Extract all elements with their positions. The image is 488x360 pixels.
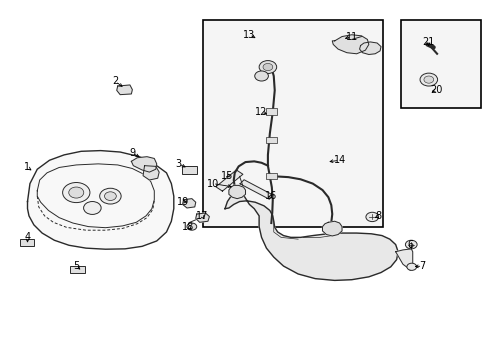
Polygon shape bbox=[143, 166, 159, 180]
Polygon shape bbox=[117, 85, 132, 95]
Polygon shape bbox=[27, 150, 173, 249]
Text: 17: 17 bbox=[196, 211, 208, 221]
Circle shape bbox=[83, 202, 101, 215]
Polygon shape bbox=[395, 249, 412, 270]
Text: 6: 6 bbox=[407, 239, 412, 249]
Polygon shape bbox=[131, 157, 157, 172]
Circle shape bbox=[423, 76, 433, 83]
Circle shape bbox=[259, 60, 276, 73]
Circle shape bbox=[365, 212, 378, 222]
Text: 20: 20 bbox=[429, 85, 442, 95]
Bar bbox=[266, 173, 277, 179]
Text: 15: 15 bbox=[221, 171, 233, 181]
Text: 7: 7 bbox=[419, 261, 425, 271]
Polygon shape bbox=[331, 35, 368, 54]
Polygon shape bbox=[228, 185, 245, 199]
Text: 16: 16 bbox=[264, 191, 277, 201]
Bar bbox=[182, 166, 196, 174]
Text: 8: 8 bbox=[375, 211, 381, 221]
Text: 21: 21 bbox=[421, 37, 434, 47]
Bar bbox=[70, 266, 84, 273]
Text: 3: 3 bbox=[175, 159, 182, 169]
Circle shape bbox=[62, 183, 90, 203]
Text: 9: 9 bbox=[129, 148, 135, 158]
Circle shape bbox=[186, 223, 196, 230]
Circle shape bbox=[405, 240, 416, 249]
Bar bbox=[20, 239, 34, 246]
Text: 4: 4 bbox=[24, 232, 31, 242]
Circle shape bbox=[254, 71, 268, 81]
Polygon shape bbox=[215, 170, 243, 191]
Text: 1: 1 bbox=[24, 162, 31, 172]
Text: 5: 5 bbox=[73, 261, 79, 271]
Circle shape bbox=[100, 188, 121, 204]
Bar bbox=[266, 108, 277, 115]
Polygon shape bbox=[224, 189, 397, 280]
Text: 19: 19 bbox=[177, 197, 189, 207]
Circle shape bbox=[406, 263, 416, 270]
Text: 11: 11 bbox=[345, 32, 357, 41]
Bar bbox=[203, 21, 383, 226]
Circle shape bbox=[69, 187, 83, 198]
Text: 10: 10 bbox=[206, 179, 219, 189]
Bar bbox=[266, 137, 277, 143]
Text: 12: 12 bbox=[255, 107, 267, 117]
Text: 14: 14 bbox=[333, 155, 345, 165]
Polygon shape bbox=[195, 213, 209, 222]
Circle shape bbox=[263, 63, 272, 71]
Text: 18: 18 bbox=[182, 222, 194, 231]
Bar bbox=[400, 21, 480, 108]
Circle shape bbox=[419, 73, 437, 86]
Polygon shape bbox=[182, 199, 195, 208]
Text: 2: 2 bbox=[112, 76, 118, 86]
Text: 13: 13 bbox=[243, 30, 255, 40]
Polygon shape bbox=[240, 180, 273, 199]
Circle shape bbox=[104, 192, 116, 201]
Polygon shape bbox=[359, 42, 380, 54]
Polygon shape bbox=[322, 221, 341, 236]
